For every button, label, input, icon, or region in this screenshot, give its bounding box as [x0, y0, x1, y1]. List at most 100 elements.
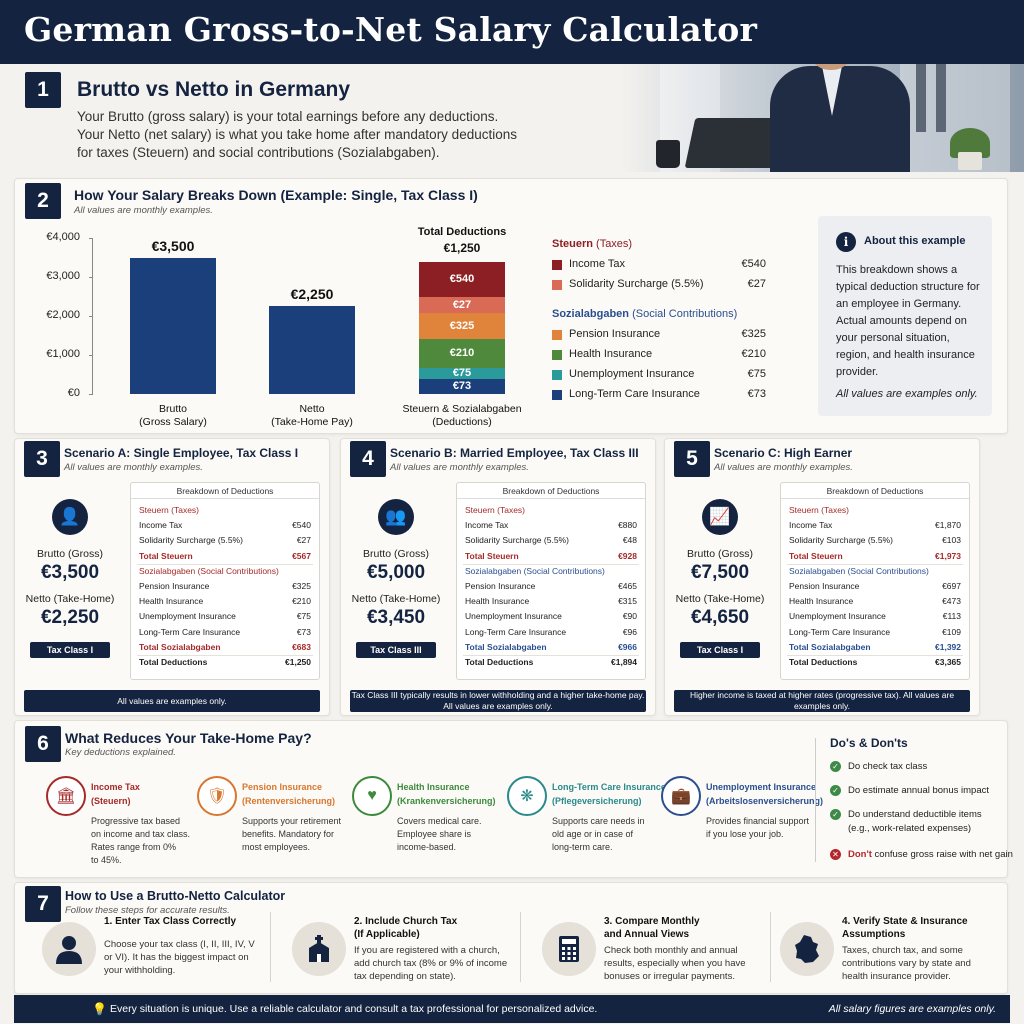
netto-label: Netto (Take-Home): [675, 593, 765, 605]
table-row: Unemployment Insurance €113: [789, 611, 961, 623]
y-tick-mark: [89, 238, 93, 239]
bar-value-label: €2,250: [290, 286, 334, 303]
do-text-main: Do estimate annual bonus impact: [848, 785, 989, 796]
stack-segment-label: €75: [452, 367, 472, 379]
netto-value: €3,450: [366, 607, 426, 628]
legend-swatch: [552, 280, 562, 290]
table-row: Long-Term Care Insurance €96: [465, 627, 637, 639]
deduction-text-line: on income and tax class.: [91, 829, 191, 839]
brutto-value: €7,500: [690, 562, 750, 583]
table-row: Steuern (Taxes): [465, 505, 637, 517]
section-number: 5: [674, 441, 710, 477]
person-body: [770, 66, 910, 172]
netto-value: €2,250: [40, 607, 100, 628]
table-row: Long-Term Care Insurance €73: [139, 627, 311, 639]
row-value: €325: [292, 581, 311, 591]
footer-advice: Every situation is unique. Use a reliabl…: [110, 1003, 598, 1015]
table-row: Total Sozialabgaben €683: [139, 642, 311, 654]
table-row: Income Tax €540: [139, 520, 311, 532]
stack-segment: [419, 379, 505, 394]
row-value: €1,894: [611, 657, 637, 667]
legend-swatch: [552, 330, 562, 340]
y-tick-label: €2,000: [46, 309, 80, 321]
deduction-text-line: Supports your retirement: [242, 816, 342, 826]
table-row: Solidarity Surcharge (5.5%) €27: [139, 535, 311, 547]
deduction-text-line: Progressive tax based: [91, 816, 181, 826]
deduction-title-line: Unemployment Insurance: [706, 782, 817, 792]
row-label: Long-Term Care Insurance: [465, 626, 567, 637]
legend-heading-sub: (Taxes): [592, 238, 633, 250]
do-text: Do understand deductible items (e.g., wor…: [848, 808, 982, 836]
x-category-line: (Take-Home Pay): [271, 416, 353, 428]
netto-label: Netto (Take-Home): [25, 593, 115, 605]
bar: [269, 306, 355, 394]
y-tick-mark: [89, 355, 93, 356]
row-value: €48: [622, 535, 637, 546]
footer-disclaimer: All salary figures are examples only.: [828, 1003, 996, 1015]
church-icon: [292, 922, 346, 976]
row-label: Solidarity Surcharge (5.5%): [465, 535, 569, 546]
step-divider: [520, 912, 521, 982]
step-divider: [770, 912, 771, 982]
step-text-line: health insurance provider.: [842, 971, 951, 982]
table-row: Pension Insurance €465: [465, 581, 637, 593]
calc-icon: [542, 922, 596, 976]
stack-segment-label: €540: [449, 273, 475, 285]
step-text-line: Choose your tax class (I, II, III, IV, V: [104, 939, 255, 950]
step-title-line: 1. Enter Tax Class Correctly: [104, 916, 237, 927]
plant-pot: [958, 152, 982, 170]
x-category-line: Brutto: [158, 403, 187, 415]
table-row: Total Sozialabgaben €966: [465, 642, 637, 654]
row-value: €3,365: [935, 657, 961, 667]
legend-label: Pension Insurance: [569, 328, 661, 340]
about-title: About this example: [864, 235, 966, 247]
row-value: €103: [942, 535, 961, 546]
legend-heading-main: Steuern: [552, 238, 593, 250]
row-label: Steuern (Taxes): [789, 505, 849, 515]
deduction-text: Provides financial support if you lose yo…: [706, 815, 809, 841]
deduction-title-line: Income Tax: [91, 782, 140, 792]
x-category-line: Steuern & Sozialabgaben: [402, 403, 522, 415]
step-title-line: Assumptions: [842, 929, 906, 940]
deduction-text-line: Supports care needs in: [552, 816, 645, 826]
stack-segment: [419, 313, 505, 339]
deduction-title: Long-Term Care Insurance (Pflegeversicher…: [552, 780, 666, 808]
deduction-title-line: (Steuern): [91, 796, 131, 806]
row-value: €1,250: [285, 657, 311, 667]
map-icon: [780, 922, 834, 976]
table-row: Health Insurance €315: [465, 596, 637, 608]
legend-swatch: [552, 260, 562, 270]
row-label: Steuern (Taxes): [465, 505, 525, 515]
row-value: €697: [942, 581, 961, 591]
step-title: 3. Compare Monthly and Annual Views: [604, 915, 700, 941]
table-row: Health Insurance €473: [789, 596, 961, 608]
deduction-title: Health Insurance (Krankenversicherung): [397, 780, 496, 808]
deduction-title-line: Long-Term Care Insurance: [552, 782, 666, 792]
row-value: €1,392: [935, 641, 961, 652]
y-tick-label: €1,000: [46, 348, 80, 360]
row-value: €473: [942, 596, 961, 607]
deduction-title: Unemployment Insurance (Arbeitslosenversi…: [706, 780, 823, 808]
brutto-label: Brutto (Gross): [37, 548, 103, 560]
row-label: Sozialabgaben (Social Contributions): [139, 565, 279, 576]
deduction-text-line: income-based.: [397, 842, 457, 852]
section-subtitle: Follow these steps for accurate results.: [65, 905, 230, 916]
scenario-subtitle: All values are monthly examples.: [714, 462, 853, 473]
check-icon: ✓: [830, 785, 841, 796]
step-text: If you are registered with a church, add …: [354, 944, 507, 983]
table-row: Sozialabgaben (Social Contributions): [789, 566, 961, 578]
row-value: €1,973: [935, 550, 961, 561]
y-tick-mark: [89, 277, 93, 278]
table-row: Sozialabgaben (Social Contributions): [465, 566, 637, 578]
table-row: Income Tax €880: [465, 520, 637, 532]
row-value: €567: [292, 550, 311, 561]
row-value: €540: [292, 520, 311, 531]
title-bar: German Gross-to-Net Salary Calculator: [0, 0, 1024, 64]
coffee-mug: [656, 140, 680, 168]
cross-icon: ✕: [830, 849, 841, 860]
deduction-text-line: Covers medical care.: [397, 816, 482, 826]
legend-item: Unemployment Insurance €75: [552, 367, 766, 383]
netto-label: Netto (Take-Home): [351, 593, 441, 605]
section-title: What Reduces Your Take-Home Pay?: [65, 730, 312, 746]
tax-class-badge: Tax Class I: [680, 642, 760, 658]
